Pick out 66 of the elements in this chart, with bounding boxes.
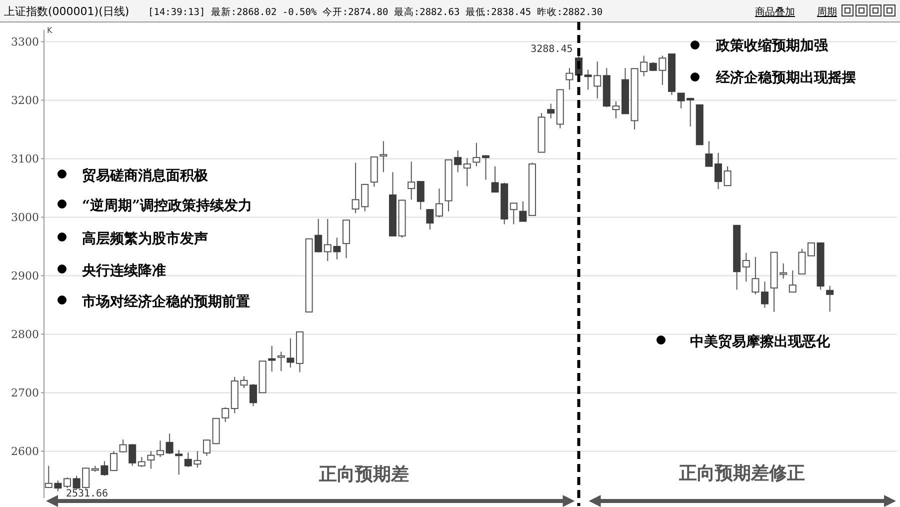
y-tick-label: 3100 xyxy=(11,152,39,166)
y-tick-label: 3300 xyxy=(11,36,39,49)
candlestick xyxy=(742,252,750,282)
candlestick xyxy=(138,456,146,468)
y-tick-label: 2700 xyxy=(11,386,39,400)
annotation: 高层频繁为股市发声 xyxy=(82,230,208,247)
candlestick xyxy=(472,142,480,167)
candlestick xyxy=(416,181,424,210)
candlestick xyxy=(658,55,666,86)
annotation: K xyxy=(47,26,53,35)
candlestick xyxy=(202,439,211,456)
annotation: 央行连续降准 xyxy=(81,262,166,279)
candlestick xyxy=(175,450,183,476)
annotation: 2531.66 xyxy=(66,488,108,500)
chart-title: 上证指数(000001)(日线) xyxy=(4,5,130,18)
candlestick xyxy=(277,351,285,372)
candlestick xyxy=(44,465,52,489)
candlestick xyxy=(249,383,258,407)
text: 周期 xyxy=(817,6,837,18)
annotation: 正向预期差 xyxy=(318,464,409,485)
candlestick xyxy=(63,477,72,489)
annotation: “逆周期”调控政策持续发力 xyxy=(82,196,252,214)
candlestick xyxy=(798,248,806,274)
y-tick-label: 3200 xyxy=(11,94,39,108)
candlestick xyxy=(408,161,416,200)
candlestick xyxy=(380,140,388,173)
candlestick xyxy=(566,68,574,90)
candlestick xyxy=(807,242,816,256)
y-tick-label: 2800 xyxy=(11,328,39,342)
candlestick xyxy=(426,208,434,230)
candlestick xyxy=(724,166,732,186)
y-tick-label: 2900 xyxy=(11,270,39,283)
candlestick xyxy=(826,285,834,312)
candlestick xyxy=(482,154,490,180)
text: 商品叠加 xyxy=(755,6,795,18)
y-tick-label: 2600 xyxy=(11,445,39,458)
candlestick xyxy=(194,450,202,468)
candlestick xyxy=(612,100,620,119)
candlestick xyxy=(119,439,127,453)
annotation: 3288.45 xyxy=(530,44,573,55)
candlestick xyxy=(324,218,332,262)
candlestick xyxy=(342,220,350,259)
candlestick xyxy=(156,440,164,458)
annotation: 市场对经济企稳的预期前置 xyxy=(81,292,250,310)
candlestick xyxy=(594,61,602,99)
candlestick xyxy=(463,158,471,187)
candlestick xyxy=(147,450,155,470)
y-tick-label: 3000 xyxy=(11,211,39,224)
candlestick xyxy=(547,103,555,119)
candlestick xyxy=(110,450,118,472)
candlestick xyxy=(166,433,174,455)
annotation: 政策收缩预期加强 xyxy=(715,36,829,54)
candlestick xyxy=(788,270,796,293)
annotation: 中美贸易摩擦出现恶化 xyxy=(690,332,831,350)
annotation: 正向预期差修正 xyxy=(678,463,805,484)
annotation: 经济企稳预期出现摇摆 xyxy=(715,68,856,86)
candlestick xyxy=(714,152,722,190)
candlestick xyxy=(510,202,518,225)
candlestick xyxy=(435,188,444,218)
candlestick xyxy=(705,140,713,167)
candlestick xyxy=(519,200,527,222)
candlestick xyxy=(752,256,760,295)
candlestick xyxy=(82,467,90,490)
chart-subtitle: [14:39:13] 最新:2868.02 -0.50% 今开:2874.80 最高:2882.63 最低:2838.45 昨收:2882.30 xyxy=(148,6,603,18)
annotation: 贸易磋商消息面积极 xyxy=(82,166,209,184)
candlestick xyxy=(760,281,769,308)
